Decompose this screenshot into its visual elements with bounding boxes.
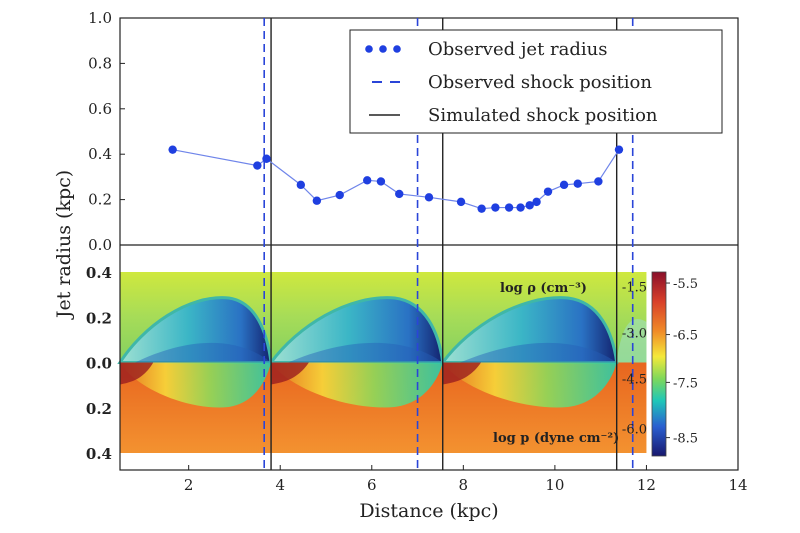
top-y-tick-label: 0.0 — [88, 236, 112, 254]
bottom-y-tick-label: 0.2 — [86, 309, 112, 327]
top-y-tick-label: 1.0 — [88, 9, 112, 27]
colorbar — [651, 271, 667, 457]
pressure-shock-region — [442, 362, 482, 385]
observed-radius-point — [424, 193, 434, 202]
bottom-y-tick-label: 0.2 — [86, 400, 112, 418]
axes-frames — [119, 17, 739, 471]
observed-radius-line — [172, 149, 620, 210]
legend-label-observed-radius: Observed jet radius — [428, 39, 607, 60]
observed-radius-point — [253, 161, 262, 170]
density-core — [460, 342, 617, 363]
legend-box — [349, 29, 723, 134]
density-core — [135, 342, 272, 363]
observed-radius-point — [363, 176, 372, 185]
legend-marker-observed-radius — [365, 45, 401, 53]
bottom-y-tick-label: 0.0 — [86, 355, 112, 373]
axis-ticks: 2 4 6 8 10 12 14 0.0 0.2 0.4 0.6 0.8 1.0 0.4 0.2 0.0 0.2… — [86, 9, 748, 494]
top-y-tick-label: 0.6 — [88, 100, 112, 118]
observed-radius-point — [312, 196, 322, 205]
legend-label-observed-shock: Observed shock position — [428, 72, 652, 93]
colorbar-density-tick: -6.0 — [622, 422, 647, 437]
colorbar-pressure-tick: -8.5 — [673, 432, 698, 447]
pressure-shock-region — [271, 362, 309, 385]
pressure-shock-region — [120, 362, 154, 385]
colorbar-pressure-tick: -6.5 — [673, 329, 698, 344]
x-tick-label: 6 — [367, 476, 377, 494]
observed-radius-point — [395, 189, 404, 199]
top-y-tick-label: 0.8 — [88, 54, 112, 72]
observed-radius-point — [594, 177, 603, 186]
colorbar-pressure-tick: -5.5 — [673, 277, 698, 292]
x-tick-label: 14 — [728, 476, 747, 494]
pressure-label: log p (dyne cm⁻²) — [493, 431, 619, 446]
observed-radius-point — [168, 145, 177, 154]
x-tick-label: 10 — [545, 476, 564, 494]
pressure-cavity — [271, 362, 443, 408]
observed-radius-point — [456, 197, 466, 207]
bottom-y-tick-label: 0.4 — [86, 445, 112, 463]
observed-series — [168, 145, 624, 213]
colorbar-density-tick: -1.5 — [622, 281, 647, 296]
density-core — [288, 342, 443, 363]
simulation-image — [117, 272, 647, 453]
colorbar-gradient — [651, 271, 667, 457]
density-cavity — [117, 296, 273, 364]
colorbar-density-tick: -4.5 — [622, 373, 647, 388]
density-tail — [616, 318, 647, 363]
y-axis-title: Jet radius (kpc) — [53, 170, 75, 320]
observed-radius-point — [296, 180, 306, 190]
observed-radius-point — [516, 203, 525, 212]
observed-radius-point — [525, 201, 534, 210]
x-axis-title: Distance (kpc) — [359, 500, 498, 522]
observed-radius-point — [532, 197, 541, 207]
pressure-cavity — [120, 362, 272, 408]
x-tick-label: 2 — [184, 476, 194, 494]
observed-radius-point — [376, 177, 386, 186]
observed-radius-point — [335, 190, 344, 200]
density-cavity — [439, 296, 619, 364]
axes-outline — [119, 17, 739, 471]
legend-label-simulated-shock: Simulated shock position — [428, 105, 658, 126]
observed-radius-point — [543, 187, 553, 196]
legend: Observed jet radius Observed shock posit… — [349, 29, 723, 134]
density-label: log ρ (cm⁻³) — [500, 281, 587, 296]
observed-radius-point — [491, 203, 500, 212]
observed-radius-point — [477, 204, 486, 213]
colorbar-pressure-tick: -7.5 — [673, 376, 698, 391]
observed-radius-point — [262, 154, 271, 163]
pressure-cavity — [442, 362, 617, 408]
colorbar-ticks: -1.5 -3.0 -4.5 -6.0 -5.5 -6.5 -7.5 -8.5 — [622, 277, 698, 447]
x-tick-label: 4 — [275, 476, 285, 494]
x-tick-label: 12 — [637, 476, 656, 494]
colorbar-density-tick: -3.0 — [622, 327, 647, 342]
observed-radius-point — [559, 180, 569, 190]
observed-radius-point — [573, 179, 582, 188]
x-tick-label: 8 — [459, 476, 469, 494]
top-y-tick-label: 0.4 — [88, 145, 112, 163]
density-cavity — [268, 296, 445, 364]
bottom-y-tick-label: 0.4 — [86, 264, 112, 282]
top-y-tick-label: 0.2 — [88, 191, 112, 209]
observed-radius-point — [504, 203, 514, 212]
observed-radius-point — [614, 145, 624, 154]
